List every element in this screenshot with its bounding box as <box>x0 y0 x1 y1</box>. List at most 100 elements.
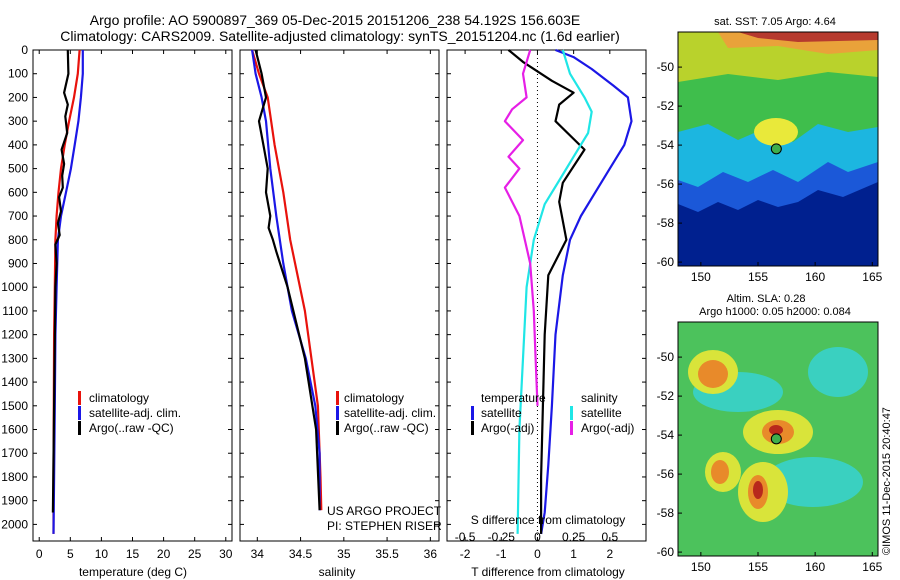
map-y-tick-label: -56 <box>657 467 675 481</box>
y-tick-label: 2000 <box>1 517 28 531</box>
legend-label-s-satellite: satellite <box>581 406 622 420</box>
project-label: US ARGO PROJECT <box>327 504 442 518</box>
s-tick-label: -0.5 <box>455 530 476 544</box>
series-line-argo-raw-qc <box>51 49 70 513</box>
legend-swatch-climatology <box>78 391 81 405</box>
series-line-argo-raw-qc <box>254 49 321 511</box>
salinity-plot-frame <box>239 49 440 542</box>
legend-swatch-satellite <box>78 406 81 420</box>
x-tick-label: 0 <box>534 547 541 561</box>
s-tick-label: 0.5 <box>601 530 618 544</box>
legend-label-argo: Argo(..raw -QC) <box>89 421 174 435</box>
map-y-tick-label: -56 <box>657 177 675 191</box>
temperature-legend: climatology satellite-adj. clim. Argo(..… <box>78 391 181 435</box>
y-tick-label: 1100 <box>2 304 28 318</box>
map-x-tick-label: 165 <box>862 560 882 574</box>
map-y-tick-label: -60 <box>657 545 675 559</box>
legend-label-s-argo: Argo(-adj) <box>581 421 634 435</box>
map-y-tick-label: -58 <box>657 506 675 520</box>
map-x-tick-label: 160 <box>805 560 825 574</box>
temperature-plot-frame <box>32 49 233 542</box>
sst-mid-eddy <box>803 132 853 152</box>
y-tick-label: 1600 <box>1 423 28 437</box>
legend-swatch-argo <box>336 421 339 435</box>
temperature-x-label: temperature (deg C) <box>79 565 187 579</box>
sst-map-image <box>678 32 878 266</box>
legend-label-t-satellite: satellite <box>481 406 522 420</box>
y-tick-label: 1500 <box>1 399 28 413</box>
y-tick-label: 1400 <box>1 375 28 389</box>
x-tick-label: 35 <box>337 547 351 561</box>
x-tick-label: 20 <box>157 547 171 561</box>
map-x-tick-label: 160 <box>805 270 825 284</box>
x-tick-label: 15 <box>126 547 140 561</box>
s-tick-label: 0 <box>534 530 541 544</box>
difference-panel: -2 -1 0 1 2 -0.5 -0.25 0 0.25 0.5 S difference fr… <box>446 48 647 579</box>
map-y-tick-label: -58 <box>657 216 675 230</box>
salinity-series <box>251 49 323 511</box>
s-tick-label: 0.25 <box>562 530 586 544</box>
map-x-tick-label: 155 <box>748 560 768 574</box>
salinity-axis-ticks: 34 34.5 35 35.5 36 <box>240 49 439 561</box>
x-tick-label: 10 <box>95 547 109 561</box>
figure-title-line2: Climatology: CARS2009. Satellite-adjuste… <box>60 28 620 44</box>
y-tick-label: 1900 <box>1 494 28 508</box>
map-y-tick-label: -60 <box>657 255 675 269</box>
pi-label: PI: STEPHEN RISER <box>327 519 442 533</box>
sst-red-band <box>738 32 878 42</box>
series-line-satellite <box>516 49 593 534</box>
sla-cyan-patch <box>763 457 863 507</box>
y-tick-label: 200 <box>8 90 28 104</box>
legend-title-salinity: salinity <box>581 391 618 405</box>
sla-map-subtitle: Argo h1000: 0.05 h2000: 0.084 <box>699 306 851 318</box>
map-y-tick-label: -52 <box>657 389 675 403</box>
y-tick-label: 600 <box>8 185 28 199</box>
legend-label-climatology: climatology <box>89 391 149 405</box>
series-line-satellite <box>540 48 633 535</box>
map-x-tick-label: 155 <box>748 270 768 284</box>
y-tick-label: 1200 <box>1 328 28 342</box>
map-y-tick-label: -54 <box>657 428 675 442</box>
legend-label-satellite: satellite-adj. clim. <box>89 406 181 420</box>
legend-swatch-t-argo <box>471 421 474 435</box>
y-tick-label: 1000 <box>1 280 28 294</box>
x-tick-label: 5 <box>67 547 74 561</box>
y-tick-label: 1800 <box>1 470 28 484</box>
x-tick-label: 1 <box>570 547 577 561</box>
legend-title-temperature: temperature <box>481 391 546 405</box>
s-tick-label: -0.25 <box>488 530 516 544</box>
y-tick-label: 1700 <box>1 446 28 460</box>
x-tick-label: -1 <box>496 547 507 561</box>
map-x-tick-label: 150 <box>691 560 711 574</box>
sst-map-panel: sat. SST: 7.05 Argo: 4.64 150 155 160 165 -5… <box>657 16 883 284</box>
x-tick-label: 34 <box>251 547 265 561</box>
series-line-argo-adj <box>507 49 586 534</box>
x-tick-label: 25 <box>188 547 202 561</box>
sla-map-frame <box>677 321 879 557</box>
salinity-panel: 34 34.5 35 35.5 36 salinity climatology sate… <box>239 49 442 579</box>
map-y-tick-label: -50 <box>657 350 675 364</box>
y-tick-label: 1300 <box>1 351 28 365</box>
difference-legend: temperature salinity satellite Argo(-adj… <box>471 391 634 435</box>
sst-map-frame <box>677 31 879 267</box>
x-tick-label: 35.5 <box>375 547 399 561</box>
sla-map-image <box>678 322 878 556</box>
sst-map-ticks: 150 155 160 165 -50 -52 -54 -56 -58 -60 <box>657 60 883 284</box>
sst-warm-eddy <box>754 118 798 146</box>
legend-label-t-argo: Argo(-adj) <box>481 421 534 435</box>
series-line-satellite-adj-clim <box>251 49 321 511</box>
legend-swatch-satellite <box>336 406 339 420</box>
s-difference-label: S difference from climatology <box>471 513 626 527</box>
credit-label: ©IMOS 11-Dec-2015 20:40:47 <box>881 407 893 555</box>
y-tick-label: 700 <box>8 209 28 223</box>
legend-label-climatology: climatology <box>344 391 404 405</box>
t-difference-label: T difference from climatology <box>471 565 625 579</box>
sla-orange-patch <box>711 460 729 484</box>
legend-swatch-argo <box>78 421 81 435</box>
salinity-legend: climatology satellite-adj. clim. Argo(..… <box>336 391 436 435</box>
argo-float-marker <box>770 433 782 445</box>
x-tick-label: 0 <box>36 547 43 561</box>
sst-map-title: sat. SST: 7.05 Argo: 4.64 <box>714 16 836 28</box>
x-tick-label: 30 <box>219 547 233 561</box>
